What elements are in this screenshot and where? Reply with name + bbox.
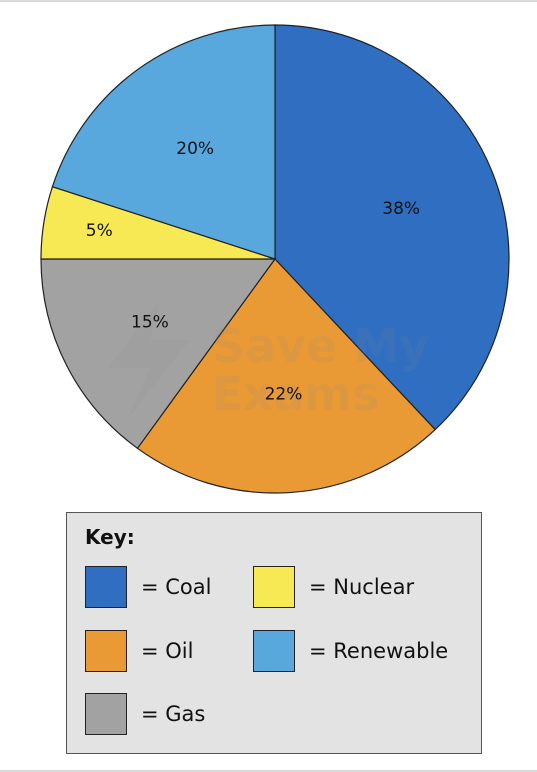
key-label-oil: = Oil: [141, 639, 194, 663]
watermark-line-2: Exams: [212, 367, 379, 421]
slice-label-coal: 38%: [382, 199, 420, 219]
watermark-line-1: Save My: [212, 319, 429, 373]
nuclear-swatch: [253, 566, 295, 608]
key-label-gas: = Gas: [141, 702, 206, 726]
key-item-renewable: = Renewable: [253, 630, 448, 672]
slice-label-oil: 22%: [265, 385, 303, 405]
oil-swatch: [85, 630, 127, 672]
pie-slice-renewable: [51, 24, 276, 260]
key-label-renewable: = Renewable: [309, 639, 449, 663]
key-label-nuclear: = Nuclear: [309, 575, 415, 599]
top-border-line: [0, 0, 537, 2]
pie-slices: [40, 24, 510, 494]
key-item-coal: = Coal: [85, 566, 212, 608]
watermark: Save My Exams: [108, 300, 429, 421]
gas-swatch: [85, 693, 127, 735]
key-title: Key:: [85, 525, 135, 549]
chart-key: Key: = Coal = Nuclear = Oil = Renewable …: [66, 512, 482, 754]
coal-swatch: [85, 566, 127, 608]
slice-label-renewable: 20%: [176, 139, 214, 159]
pie-chart: Save My Exams 38% 22% 15% 5% 20%: [40, 24, 510, 494]
slice-label-nuclear: 5%: [86, 221, 113, 241]
key-item-gas: = Gas: [85, 693, 205, 735]
pie-slice-coal: [274, 24, 510, 431]
renewable-swatch: [253, 630, 295, 672]
slice-label-gas: 15%: [131, 313, 169, 333]
key-item-nuclear: = Nuclear: [253, 566, 414, 608]
watermark-bolt-icon: [108, 300, 190, 418]
pie-slice-oil: [136, 258, 437, 494]
key-item-oil: = Oil: [85, 630, 193, 672]
slice-labels: 38% 22% 15% 5% 20%: [86, 139, 420, 404]
pie-slice-gas: [40, 258, 277, 450]
key-label-coal: = Coal: [141, 575, 212, 599]
bottom-border-line: [0, 770, 537, 772]
